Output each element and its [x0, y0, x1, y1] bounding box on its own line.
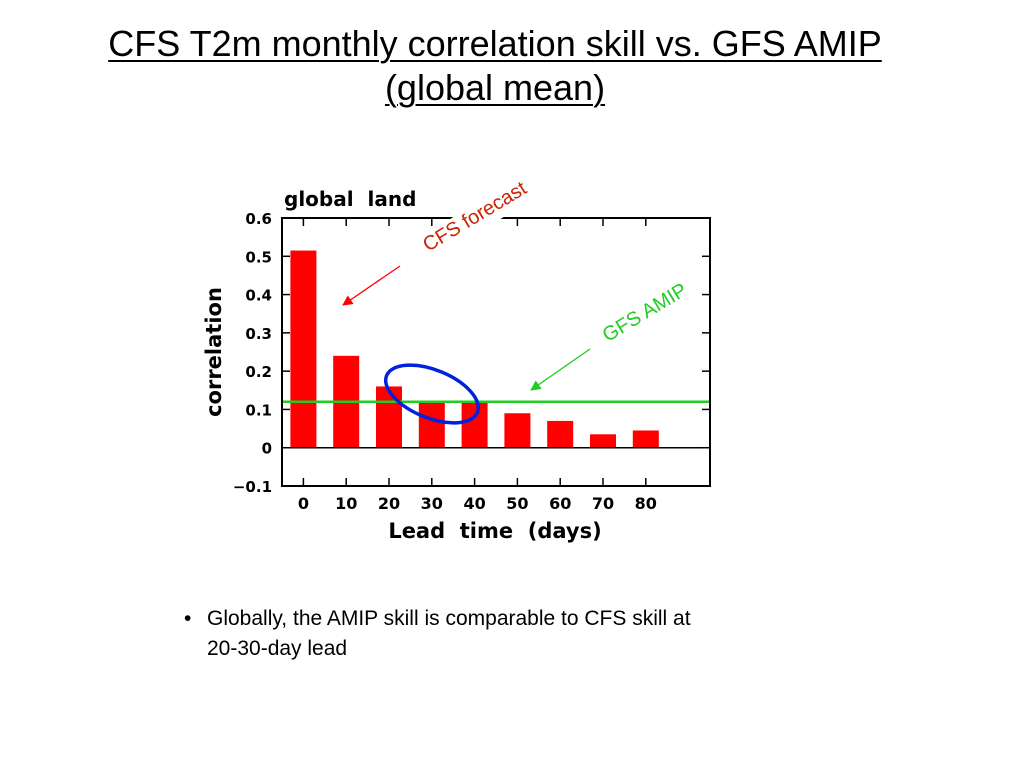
x-tick-label: 70: [592, 494, 614, 513]
gfs-amip-arrow: [530, 348, 591, 391]
x-tick-label: 80: [635, 494, 657, 513]
cfs-forecast-arrow: [342, 265, 401, 306]
x-tick-label: 60: [549, 494, 571, 513]
x-tick-label: 0: [298, 494, 309, 513]
bullet-list: Globally, the AMIP skill is comparable t…: [182, 604, 822, 664]
x-axis-label: Lead time (days): [388, 519, 601, 543]
x-tick-label: 20: [378, 494, 400, 513]
chart-title: global land: [284, 187, 416, 211]
bar-lead-20: [376, 386, 402, 448]
bar-lead-30: [418, 401, 445, 448]
y-axis-label: correlation: [202, 287, 226, 417]
bullet-item: Globally, the AMIP skill is comparable t…: [182, 604, 822, 664]
x-tick-label: 40: [463, 494, 485, 513]
x-axis-ticks: 0 10 20 30 40 50 60 70 80: [298, 218, 657, 513]
bar-lead-50: [504, 413, 531, 448]
bar-lead-70: [590, 434, 616, 448]
gfs-amip-annotation: GFS AMIP: [599, 279, 691, 347]
y-tick-label: 0.2: [245, 363, 272, 381]
x-tick-label: 30: [421, 494, 443, 513]
bar-lead-0: [290, 250, 317, 448]
cfs-label-background: [413, 178, 531, 264]
bullet-text-line-1: Globally, the AMIP skill is comparable t…: [207, 607, 691, 630]
bar-lead-80: [632, 430, 659, 448]
x-tick-label: 10: [335, 494, 357, 513]
bar-lead-60: [547, 420, 574, 448]
y-tick-label: 0.5: [245, 248, 272, 266]
y-tick-label: −0.1: [233, 478, 272, 496]
slide-title-line-2: (global mean): [384, 67, 606, 108]
y-tick-label: 0.3: [245, 325, 272, 343]
y-tick-label: 0: [262, 440, 272, 458]
y-axis-ticks: 0.6 0.5 0.4 0.3 0.2 0.1 0 −0.1: [233, 210, 710, 496]
cfs-forecast-annotation: CFS forecast: [419, 177, 531, 256]
bar-lead-40: [461, 401, 488, 448]
y-tick-label: 0.6: [245, 210, 272, 228]
slide-title-line-1: CFS T2m monthly correlation skill vs. GF…: [108, 23, 882, 64]
y-tick-label: 0.1: [245, 401, 272, 419]
highlight-ellipse: [383, 363, 481, 425]
slide-title: CFS T2m monthly correlation skill vs. GF…: [40, 22, 950, 110]
y-tick-label: 0.4: [245, 287, 272, 305]
x-tick-label: 50: [506, 494, 528, 513]
bullet-text-line-2: 20-30-day lead: [207, 637, 348, 660]
